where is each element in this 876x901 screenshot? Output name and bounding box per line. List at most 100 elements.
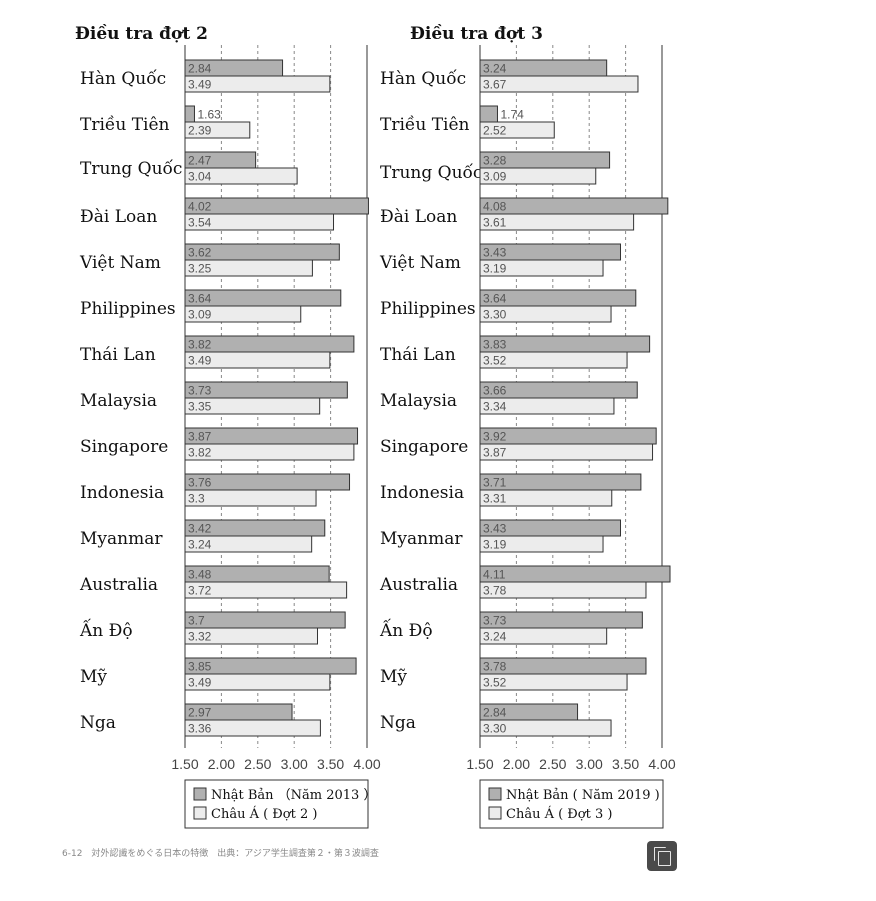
bar-value-label: 3.49 (188, 676, 212, 690)
bar-value-label: 3.19 (483, 538, 507, 552)
x-tick-label: 3.50 (612, 756, 639, 772)
category-label: Mỹ (380, 667, 407, 687)
bar-value-label: 3.24 (483, 62, 507, 76)
category-label: Đài Loan (80, 207, 157, 227)
category-label: Myanmar (380, 529, 463, 549)
bar-japan (184, 611, 346, 629)
category-label: Ấn Độ (79, 618, 133, 641)
category-label: Singapore (80, 437, 168, 457)
bar-asia (479, 581, 647, 599)
bar-value-label: 4.08 (483, 200, 507, 214)
bar-value-label: 3.78 (483, 584, 507, 598)
copy-button[interactable] (647, 841, 677, 871)
legend-swatch (488, 787, 502, 801)
bar-asia (479, 121, 555, 139)
bar-value-label: 3.48 (188, 568, 212, 582)
category-label: Malaysia (80, 391, 157, 411)
x-tick-label: 2.50 (539, 756, 566, 772)
legend-box (184, 779, 369, 829)
bar-japan (479, 565, 671, 583)
bar-value-label: 3.09 (483, 170, 507, 184)
category-label: Nga (80, 713, 116, 733)
bar-value-label: 3.87 (483, 446, 507, 460)
legend: Nhật Bản （Năm 2013 ） Châu Á ( Đợt 2 ) (184, 779, 376, 829)
bar-value-label: 3.82 (188, 338, 212, 352)
bar-value-label: 1.63 (197, 108, 221, 122)
category-label: Australia (79, 575, 158, 595)
bar-value-label: 2.84 (483, 706, 507, 720)
bar-value-label: 3.49 (188, 78, 212, 92)
bar-japan (184, 197, 369, 215)
category-label: Philippines (380, 299, 476, 319)
bar-asia (479, 627, 608, 645)
bar-value-label: 3.42 (188, 522, 212, 536)
bar-asia (184, 397, 321, 415)
bar-asia (184, 673, 331, 691)
bar-asia (479, 305, 612, 323)
category-label: Indonesia (380, 483, 464, 503)
category-label: Philippines (80, 299, 176, 319)
bar-asia (184, 489, 317, 507)
bar-asia (184, 259, 313, 277)
copy-icon-back (654, 847, 666, 861)
bar-japan (479, 105, 498, 123)
bar-asia (479, 351, 628, 369)
category-label: Indonesia (80, 483, 164, 503)
bar-value-label: 3.66 (483, 384, 507, 398)
bar-asia (184, 167, 298, 185)
legend-swatch (193, 806, 207, 820)
category-label: Đài Loan (380, 207, 457, 227)
bar-value-label: 3.64 (483, 292, 507, 306)
bar-asia (184, 719, 321, 737)
bar-value-label: 2.97 (188, 706, 212, 720)
bar-value-label: 3.52 (483, 676, 507, 690)
category-label: Thái Lan (380, 345, 456, 365)
bar-value-label: 2.52 (483, 124, 507, 138)
bar-asia (184, 305, 302, 323)
chart-panel-2: Điều tra đợt 3 1.50 2.00 2.50 3.00 3.50 4.00 Hà… (379, 24, 676, 829)
bar-asia (479, 535, 604, 553)
bar-value-label: 3.43 (483, 522, 507, 536)
legend-label: Châu Á ( Đợt 3 ) (506, 806, 612, 822)
bar-value-label: 3.73 (188, 384, 212, 398)
bar-asia (479, 719, 612, 737)
bar-value-label: 2.39 (188, 124, 212, 138)
bar-asia (479, 397, 615, 415)
category-label: Nga (380, 713, 416, 733)
bar-value-label: 3.76 (188, 476, 212, 490)
bar-value-label: 3.7 (188, 614, 205, 628)
bar-value-label: 3.43 (483, 246, 507, 260)
legend-swatch (193, 787, 207, 801)
bar-value-label: 3.49 (188, 354, 212, 368)
bar-asia (184, 443, 355, 461)
x-tick-label: 4.00 (648, 756, 675, 772)
category-label: Triều Tiên (80, 115, 170, 135)
x-tick-label: 3.00 (281, 756, 308, 772)
legend-box (479, 779, 664, 829)
bar-value-label: 3.24 (188, 538, 212, 552)
bar-value-label: 3.04 (188, 170, 212, 184)
bar-value-label: 3.19 (483, 262, 507, 276)
bar-asia (479, 259, 604, 277)
x-tick-label: 3.00 (576, 756, 603, 772)
bar-value-label: 3.73 (483, 614, 507, 628)
bar-value-label: 3.71 (483, 476, 507, 490)
category-label: Ấn Độ (379, 618, 433, 641)
x-tick-label: 2.50 (244, 756, 271, 772)
bar-asia (184, 75, 331, 93)
bar-asia (479, 75, 639, 93)
category-label: Trung Quốc (80, 159, 182, 179)
bar-japan (184, 105, 195, 123)
x-tick-label: 4.00 (353, 756, 380, 772)
bar-asia (184, 351, 331, 369)
bar-value-label: 3.36 (188, 722, 212, 736)
bar-value-label: 3.24 (483, 630, 507, 644)
x-tick-label: 1.50 (466, 756, 493, 772)
bar-asia (184, 581, 348, 599)
bar-value-label: 2.47 (188, 154, 212, 168)
bar-value-label: 3.85 (188, 660, 212, 674)
x-tick-label: 2.00 (208, 756, 235, 772)
category-label: Triều Tiên (380, 115, 470, 135)
bar-asia (184, 535, 313, 553)
